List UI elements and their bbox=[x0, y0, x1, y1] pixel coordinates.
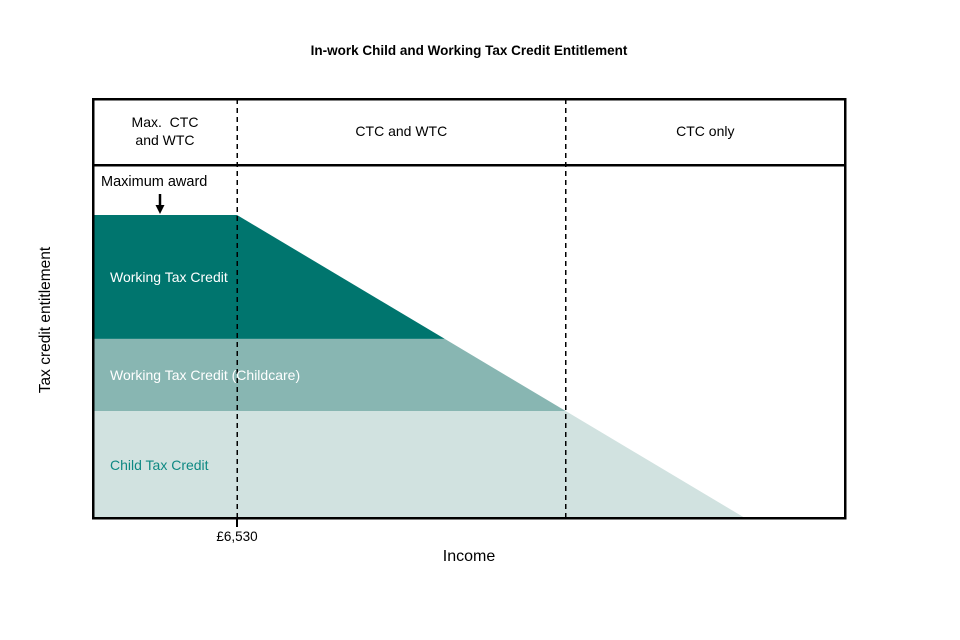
label-working-tax-credit: Working Tax Credit bbox=[110, 268, 228, 285]
x-tick-label: £6,530 bbox=[216, 529, 258, 544]
region-label-ctc-only: CTC only bbox=[676, 123, 735, 140]
maximum-award-arrow bbox=[155, 194, 165, 214]
area-child-tax-credit bbox=[93, 411, 745, 518]
plot-border bbox=[91, 97, 847, 520]
label-working-tax-credit-childcare: Working Tax Credit (Childcare) bbox=[110, 366, 301, 383]
area-working-tax-credit bbox=[93, 215, 445, 339]
region-label-max-ctc-and-wtc: Max. CTC and WTC bbox=[131, 114, 199, 148]
region-label-ctc-and-wtc: CTC and WTC bbox=[355, 123, 448, 140]
chart-title: In-work Child and Working Tax Credit Ent… bbox=[310, 43, 628, 58]
maximum-award-label: Maximum award bbox=[101, 174, 208, 190]
area-working-tax-credit-childcare bbox=[93, 338, 566, 412]
label-child-tax-credit: Child Tax Credit bbox=[110, 456, 209, 473]
x-axis-title: Income bbox=[442, 548, 496, 565]
y-axis-title: Tax credit entitlement bbox=[37, 246, 54, 394]
